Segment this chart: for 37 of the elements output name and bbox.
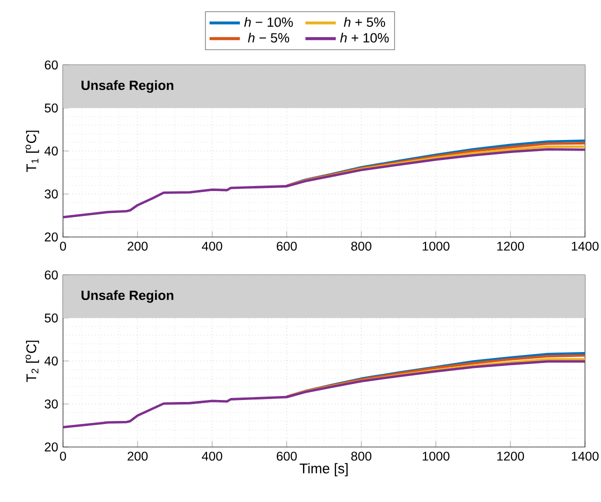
y-axis-title: T$_{2}$ [$^{o}$C] (26, 340, 40, 382)
x-tick-label: 400 (202, 452, 222, 461)
y-tick-label: 50 (44, 104, 58, 112)
x-tick-label: 1200 (497, 452, 524, 461)
x-tick-label: 0 (60, 452, 66, 461)
y-tick-label: 30 (44, 190, 58, 198)
x-tick-label: 600 (276, 452, 297, 461)
band-label: Unsafe Region (82, 290, 174, 303)
x-tick-label: 1000 (422, 452, 450, 461)
line-series (63, 148, 585, 218)
legend-label: h + 10% (340, 32, 389, 43)
y-tick-label: 60 (44, 60, 58, 70)
legend-label: h − 10% (244, 17, 293, 27)
y-tick-label: 40 (44, 356, 58, 366)
y-tick-label: 30 (44, 400, 58, 408)
x-tick-label: 1400 (572, 452, 599, 461)
y-tick-label: 40 (44, 146, 58, 156)
legend-label: h + 5% (344, 17, 386, 27)
x-tick-label: 800 (351, 452, 372, 461)
x-axis-title: Time [s] (300, 463, 348, 476)
x-tick-label: 200 (128, 452, 148, 461)
x-tick-label: 1400 (572, 242, 599, 251)
y-axis-title: T$_{1}$ [$^{o}$C] (26, 130, 40, 172)
x-tick-label: 600 (276, 242, 297, 251)
x-tick-label: 1000 (422, 242, 450, 251)
x-tick-label: 0 (60, 242, 66, 251)
line-series (63, 360, 585, 428)
y-tick-label: 50 (44, 314, 58, 322)
x-tick-label: 1200 (497, 242, 524, 251)
y-tick-label: 60 (44, 270, 58, 280)
y-tick-label: 20 (44, 232, 58, 242)
y-tick-label: 20 (44, 442, 58, 452)
x-tick-label: 200 (128, 242, 148, 251)
legend-label: h − 5% (248, 32, 290, 43)
x-tick-label: 400 (202, 242, 222, 251)
x-tick-label: 800 (351, 242, 372, 251)
band-label: Unsafe Region (82, 80, 174, 93)
